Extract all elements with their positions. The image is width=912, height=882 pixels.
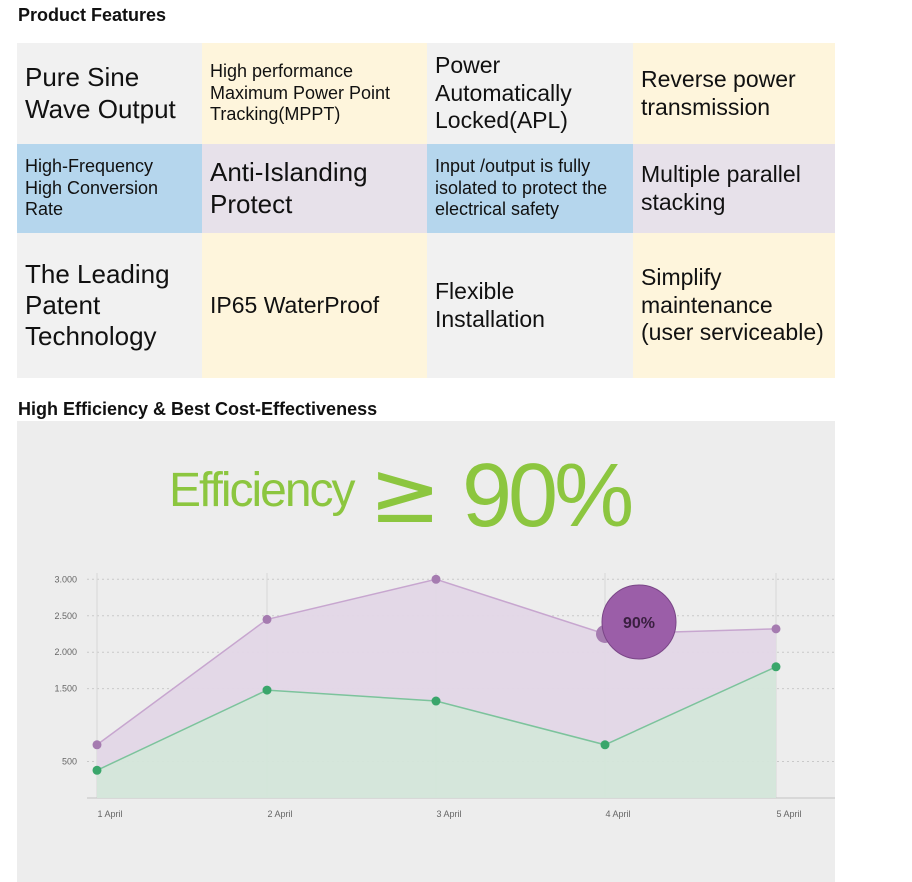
series-2-point [92,765,102,775]
series-1-point [431,574,441,584]
headline-efficiency-word: Efficiency [169,464,356,517]
features-table: Pure Sine Wave Output High performance M… [17,43,835,378]
y-tick-label: 1.500 [54,684,77,694]
feature-cell: Flexible Installation [427,233,633,378]
feature-cell: Pure Sine Wave Output [17,43,202,144]
chart-labels: 500 1.500 2.000 2.500 3.000 1 April 2 April 3 A… [54,574,801,819]
series-2-point [771,662,781,672]
series-1-point [771,624,781,634]
efficiency-heading: High Efficiency & Best Cost-Effectivenes… [18,399,378,419]
y-tick-label: 2.500 [54,611,77,621]
product-features-heading: Product Features [18,5,167,25]
chart-areas [97,579,776,798]
feature-cell: Multiple parallel stacking [633,144,835,233]
feature-cell: Power Automatically Locked(APL) [427,43,633,144]
feature-cell: Input /output is fully isolated to prote… [427,144,633,233]
series-2-point [600,740,610,750]
chart-callout: 90% [601,584,677,660]
features-row: The Leading Patent Technology IP65 Water… [17,233,835,378]
headline-greater-equal-symbol: ≥ [369,443,441,543]
feature-cell: Simplify maintenance (user serviceable) [633,233,835,378]
x-tick-label: 2 April [267,809,292,819]
feature-cell: The Leading Patent Technology [17,233,202,378]
callout-bubble [601,584,677,660]
series-2-area [97,666,776,798]
series-1-area [97,579,776,771]
callout-label: 90% [623,615,655,632]
x-tick-label: 3 April [436,809,461,819]
series-2-point [262,685,272,695]
features-row: High-Frequency High Conversion Rate Anti… [17,144,835,233]
series-1-point [262,614,272,624]
feature-cell: High-Frequency High Conversion Rate [17,144,202,233]
x-tick-label: 4 April [605,809,630,819]
feature-cell: Anti-Islanding Protect [202,144,427,233]
y-tick-label: 2.000 [54,647,77,657]
efficiency-chart-panel: Efficiency ≥ 90% 500 1.500 2.000 2.500 3.000… [17,421,835,882]
series-2-point [431,696,441,706]
y-tick-label: 500 [62,757,77,767]
features-row: Pure Sine Wave Output High performance M… [17,43,835,144]
x-tick-label: 1 April [97,809,122,819]
feature-cell: High performance Maximum Power Point Tra… [202,43,427,144]
y-tick-label: 3.000 [54,574,77,584]
chart-points [92,574,781,775]
efficiency-chart: Efficiency ≥ 90% 500 1.500 2.000 2.500 3.000… [54,443,835,819]
series-1-point [92,740,102,750]
feature-cell: Reverse power transmission [633,43,835,144]
headline-90-percent: 90% [462,446,631,546]
feature-cell: IP65 WaterProof [202,233,427,378]
x-tick-label: 5 April [776,809,801,819]
